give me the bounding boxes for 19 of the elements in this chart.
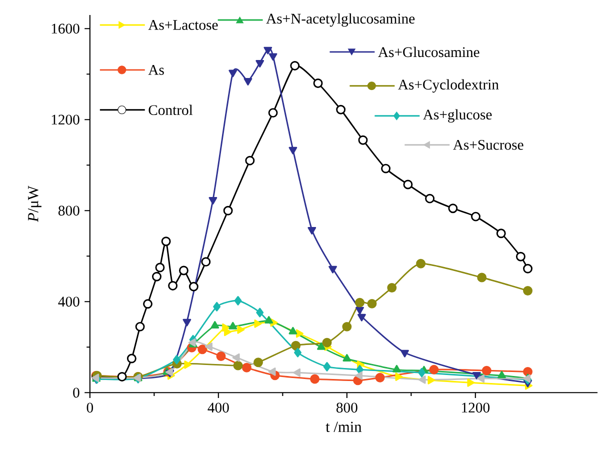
x-axis-title: t /min (326, 422, 362, 432)
legend-label: As+glucose (423, 109, 492, 123)
x-tick-label: 1200 (462, 402, 490, 413)
y-tick-label: 800 (58, 206, 80, 216)
x-tick-label: 0 (86, 402, 94, 413)
y-axis-title: P/μW (28, 186, 42, 222)
y-tick-label: 1600 (52, 24, 80, 34)
legend-label: As+Sucrose (453, 140, 524, 150)
legend-label: Control (148, 104, 193, 116)
legend-label: As+Lactose (148, 20, 218, 30)
y-tick-label: 0 (73, 388, 80, 398)
legend-label: As (148, 65, 164, 76)
x-tick-label: 400 (208, 402, 229, 413)
legend-label: As+Cyclodextrin (398, 79, 499, 93)
y-tick-label: 400 (58, 296, 80, 307)
x-tick-label: 800 (336, 402, 358, 413)
y-tick-label: 1200 (52, 114, 80, 125)
legend-label: As+Glucosamine (378, 47, 480, 58)
legend-label: As+N-acetylglucosamine (266, 14, 415, 27)
